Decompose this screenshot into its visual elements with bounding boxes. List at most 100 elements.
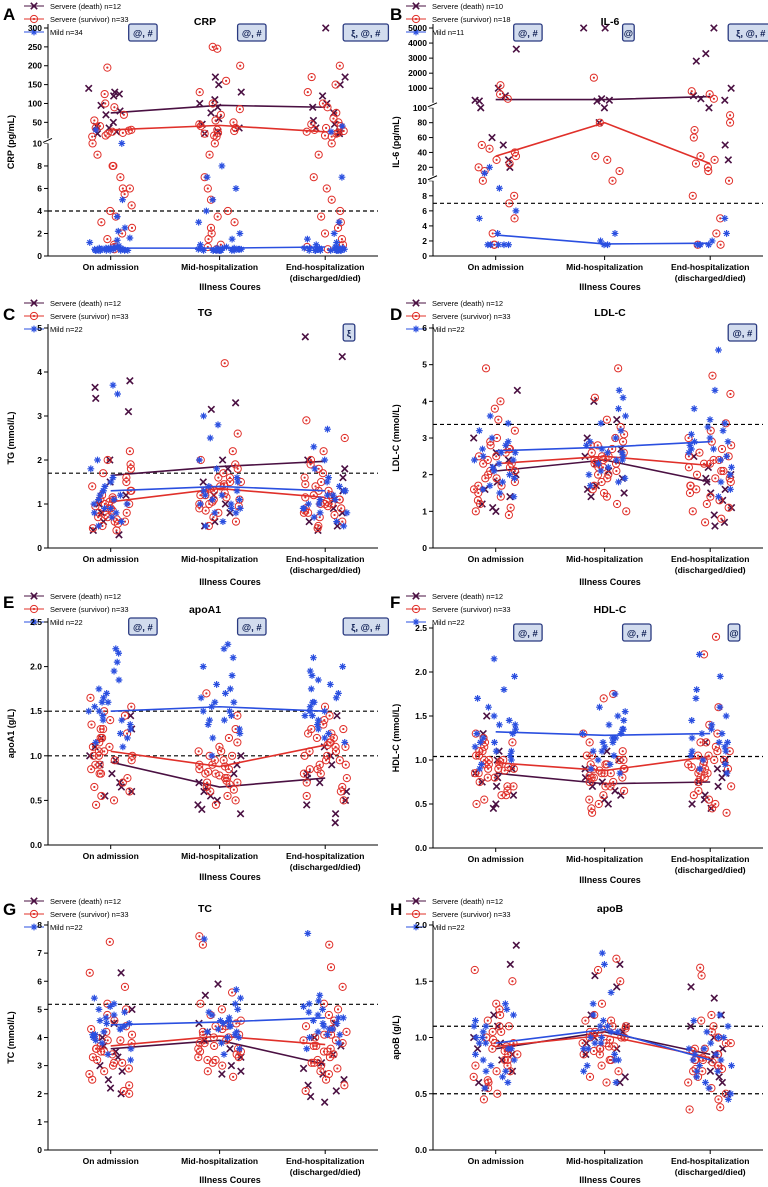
survivor-point (471, 769, 480, 778)
mild-point (589, 1000, 597, 1008)
survivor-point (511, 152, 521, 161)
mild-mean-line (110, 1017, 326, 1026)
survivor-point (309, 173, 318, 182)
survivor-point (88, 482, 97, 491)
mild-point (711, 386, 719, 394)
mild-point (213, 681, 221, 688)
y-tick-label: 100 (413, 103, 427, 113)
mild-point (604, 1022, 611, 1030)
mild-point (471, 456, 478, 464)
mild-point (728, 1062, 735, 1070)
legend-item: Mild n=34 (50, 28, 83, 37)
death-point (321, 24, 330, 32)
mild-point (310, 1017, 317, 1025)
mild-point (506, 752, 514, 759)
mild-point (300, 1003, 307, 1010)
chart-title: CRP (194, 16, 216, 28)
survivor-point (325, 940, 334, 949)
mild-point (107, 505, 114, 512)
mild-point (108, 513, 116, 521)
legend-item: Mild n=22 (50, 325, 83, 334)
mild-point (509, 730, 517, 737)
mild-point (486, 482, 494, 490)
survivor-point (325, 711, 334, 720)
death-point (115, 531, 123, 539)
mild-point (236, 725, 243, 733)
mild-point (724, 1095, 732, 1103)
y-axis-label: TC (mmol/L) (6, 1011, 16, 1064)
mild-point (101, 483, 109, 490)
death-point (710, 24, 718, 32)
mild-point (586, 438, 594, 446)
x-tick-sublabel: (discharged/died) (675, 865, 746, 875)
mild-point (601, 960, 608, 968)
mild-point (688, 747, 696, 755)
y-tick-label: 10 (33, 138, 43, 148)
mild-point (715, 1034, 722, 1041)
mild-point (220, 716, 228, 724)
survivor-point (94, 751, 104, 760)
survivor-point (302, 416, 311, 425)
survivor-point (227, 751, 237, 760)
survivor-point (100, 1067, 109, 1076)
mild-point (103, 689, 111, 697)
mild-point (325, 730, 332, 737)
mild-point (119, 196, 126, 204)
death-point (211, 73, 220, 81)
mild-point (118, 518, 125, 525)
mild-point (482, 1039, 490, 1047)
death-point (478, 778, 486, 786)
death-point (126, 377, 134, 385)
panel-label: F (390, 593, 400, 612)
survivor-point (309, 1041, 318, 1051)
mild-point (501, 1000, 509, 1008)
y-tick-label: 1.5 (30, 706, 42, 716)
mild-point (204, 1028, 211, 1036)
survivor-point (496, 90, 505, 99)
y-tick-label: 5 (37, 1004, 42, 1014)
mild-point (110, 1000, 118, 1008)
survivor-point (302, 778, 311, 787)
survivor-point (224, 733, 234, 743)
mild-point (716, 673, 724, 680)
survivor-point (85, 968, 94, 977)
survivor-point (690, 126, 699, 135)
death-point (195, 99, 204, 108)
mild-point (226, 685, 234, 693)
survivor-point (496, 397, 505, 406)
mild-point (217, 1017, 224, 1025)
survivor-point (118, 1058, 127, 1067)
mild-point (598, 1034, 606, 1041)
mild-point (476, 739, 484, 746)
survivor-point (201, 769, 210, 778)
mild-point (113, 213, 121, 221)
mild-point (699, 756, 707, 764)
death-point (110, 88, 119, 96)
survivor-point (195, 120, 204, 129)
y-tick-label: 4 (37, 367, 42, 377)
survivor-point (309, 491, 318, 500)
survivor-point (483, 455, 492, 465)
chart-title: HDL-C (594, 604, 627, 616)
mild-point (103, 1020, 111, 1027)
y-tick-label: 5000 (408, 23, 427, 33)
y-tick-label: 5 (422, 360, 427, 370)
survivor-point (203, 1067, 212, 1076)
mild-point (311, 246, 319, 254)
mild-point (94, 456, 101, 464)
survivor-point (486, 441, 495, 450)
death-mean-line (110, 104, 326, 114)
panel-label: C (3, 305, 15, 324)
death-point (710, 511, 719, 519)
mild-point (119, 245, 127, 253)
mild-point (497, 449, 505, 457)
mild-point (495, 460, 503, 468)
death-point (587, 492, 595, 501)
mild-point (620, 725, 627, 733)
survivor-point (704, 166, 713, 176)
survivor-point (475, 777, 484, 787)
survivor-point (711, 742, 720, 751)
y-tick-label: 2.0 (415, 667, 427, 677)
survivor-point (587, 448, 596, 457)
survivor-point (327, 139, 336, 148)
